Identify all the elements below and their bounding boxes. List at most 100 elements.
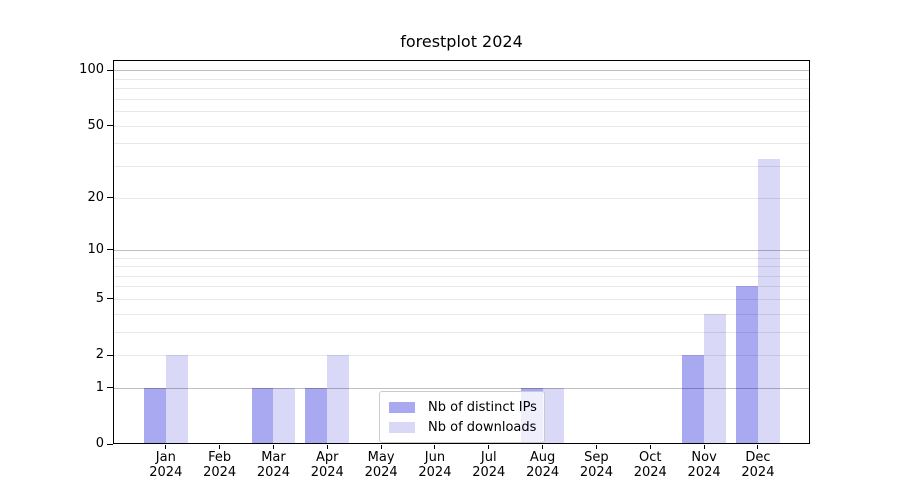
y-tick [107, 443, 113, 445]
legend-label-downloads: Nb of downloads [428, 419, 537, 435]
x-tick-label: Mar 2024 [243, 450, 303, 480]
x-tick-label-year: 2024 [633, 465, 667, 480]
x-tick-label: Jun 2024 [405, 450, 465, 480]
bar-distinct-ips [736, 286, 758, 444]
x-tick-label-month: Apr [316, 450, 339, 465]
x-tick-label: Dec 2024 [728, 450, 788, 480]
chart-title: forestplot 2024 [400, 32, 523, 51]
gridline-minor [113, 125, 810, 127]
gridline-minor [113, 166, 810, 167]
x-tick-label-month: Sep [584, 450, 609, 465]
x-tick [542, 445, 544, 449]
gridline-minor [113, 197, 810, 199]
x-tick-label-month: Mar [261, 450, 286, 465]
x-tick-label-month: Dec [745, 450, 771, 465]
x-tick-label-year: 2024 [364, 465, 398, 480]
bar-downloads [542, 387, 565, 444]
gridline-minor [113, 266, 810, 268]
y-tick-label: 5 [95, 290, 104, 306]
x-tick-label: Oct 2024 [620, 450, 680, 480]
bar-downloads [704, 313, 726, 444]
x-tick [488, 445, 490, 449]
bar-downloads [165, 355, 188, 444]
x-tick [326, 445, 328, 449]
y-tick [107, 354, 113, 356]
x-tick-label: Apr 2024 [297, 450, 357, 480]
x-tick [165, 445, 167, 449]
legend: Nb of distinct IPs Nb of downloads [379, 391, 545, 443]
gridline-minor [113, 298, 810, 300]
gridline-minor [113, 275, 810, 277]
legend-swatch-distinct-ips-icon [389, 401, 415, 413]
y-tick-label: 2 [95, 347, 104, 363]
x-tick-label: Sep 2024 [566, 450, 626, 480]
gridline-minor [113, 286, 810, 288]
x-tick-label: Nov 2024 [674, 450, 734, 480]
gridline-minor [113, 257, 810, 259]
gridline-minor [113, 88, 810, 90]
y-tick [107, 197, 113, 199]
x-tick-label: Aug 2024 [513, 450, 573, 480]
x-tick [380, 445, 382, 449]
x-tick-label-month: Nov [691, 450, 717, 465]
bar-downloads [757, 158, 780, 444]
x-tick-label: Feb 2024 [190, 450, 250, 480]
x-tick [703, 445, 705, 449]
gridline-minor [113, 143, 810, 145]
gridline-major [113, 249, 810, 251]
bar-distinct-ips [682, 355, 705, 444]
legend-swatch-downloads-icon [389, 421, 415, 433]
gridline-minor [113, 111, 810, 113]
x-tick [595, 445, 597, 449]
x-tick-label-year: 2024 [256, 465, 290, 480]
x-tick [219, 445, 221, 449]
y-tick [107, 387, 113, 389]
x-tick-label-year: 2024 [310, 465, 344, 480]
x-tick-label-year: 2024 [741, 465, 775, 480]
y-tick-label: 20 [87, 189, 104, 205]
legend-item-distinct-ips: Nb of distinct IPs [389, 397, 537, 417]
x-tick-label-month: May [367, 450, 395, 465]
y-tick-label: 0 [95, 436, 104, 451]
y-tick [107, 249, 113, 251]
x-tick-label-month: Jan [155, 450, 176, 465]
y-tick-label: 50 [87, 117, 104, 133]
legend-label-distinct-ips: Nb of distinct IPs [428, 399, 537, 415]
y-tick [107, 298, 113, 300]
y-tick [107, 125, 113, 127]
x-tick-label-year: 2024 [579, 465, 613, 480]
bar-distinct-ips [251, 387, 274, 444]
gridline-major [113, 70, 810, 72]
x-tick [272, 445, 274, 449]
gridline-minor [113, 313, 810, 315]
bar-distinct-ips [305, 387, 328, 444]
x-tick-label: Jan 2024 [136, 450, 196, 480]
x-tick-label-month: Oct [639, 450, 662, 465]
gridline-minor [113, 355, 810, 357]
gridline-major [113, 387, 810, 389]
x-tick-label-year: 2024 [472, 465, 506, 480]
x-tick [649, 445, 651, 449]
x-tick-label-month: Jul [480, 450, 497, 465]
x-tick [757, 445, 759, 449]
bar-distinct-ips [144, 387, 166, 444]
bar-downloads [327, 355, 350, 444]
y-tick-label: 1 [95, 379, 104, 395]
x-tick-label-year: 2024 [203, 465, 237, 480]
y-tick [107, 69, 113, 71]
x-tick-label-month: Jun [424, 450, 446, 465]
gridline-minor [113, 331, 810, 333]
x-tick-label-year: 2024 [149, 465, 183, 480]
gridline-minor [113, 78, 810, 80]
gridline-minor [113, 98, 810, 100]
x-tick-label: Jul 2024 [459, 450, 519, 480]
x-tick-label-year: 2024 [687, 465, 721, 480]
bar-downloads [273, 387, 296, 444]
y-tick-label: 10 [87, 241, 104, 257]
x-tick [434, 445, 436, 449]
x-tick-label-year: 2024 [418, 465, 452, 480]
legend-item-downloads: Nb of downloads [389, 417, 537, 437]
x-tick-label-year: 2024 [526, 465, 560, 480]
y-tick-label: 100 [79, 62, 104, 78]
